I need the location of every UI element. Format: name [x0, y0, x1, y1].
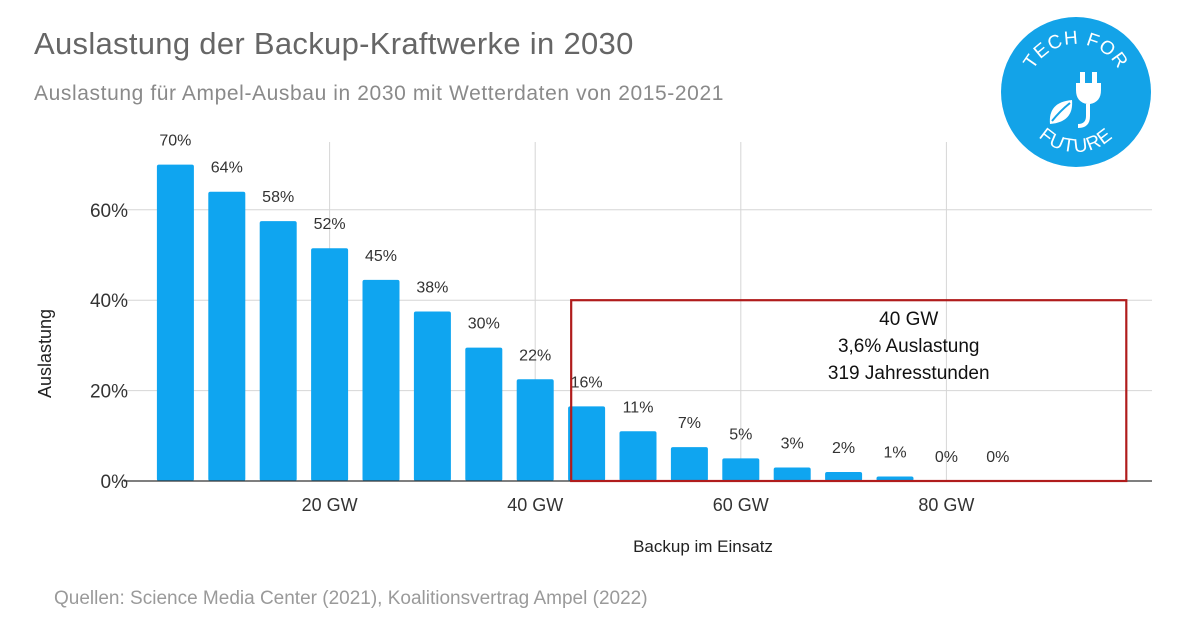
data-label-12: 3%: [781, 435, 804, 452]
data-label-13: 2%: [832, 440, 855, 457]
data-label-14: 1%: [883, 444, 906, 461]
data-label-8: 16%: [571, 374, 603, 391]
y-tick-label-0: 0%: [101, 472, 129, 493]
data-label-10: 7%: [678, 415, 701, 432]
bar-6: [465, 347, 503, 481]
data-label-6: 30%: [468, 316, 500, 333]
y-tick-label-3: 60%: [90, 201, 128, 222]
bar-4: [362, 279, 400, 481]
data-label-9: 11%: [623, 399, 654, 416]
data-label-4: 45%: [365, 248, 397, 265]
y-axis-title: Auslastung: [35, 309, 55, 398]
annotation-box: [570, 299, 1128, 483]
data-label-1: 64%: [211, 160, 243, 177]
bar-9: [619, 431, 657, 481]
y-tick-label-1: 20%: [90, 382, 128, 403]
source-note: Quellen: Science Media Center (2021), Ko…: [54, 588, 648, 609]
logo-circle: [1001, 17, 1151, 167]
x-tick-label-2: 60 GW: [713, 495, 769, 515]
data-label-11: 5%: [729, 426, 752, 443]
x-axis-title: Backup im Einsatz: [633, 537, 773, 556]
plug-icon: [1076, 72, 1101, 128]
data-label-7: 22%: [519, 347, 551, 364]
bar-5: [413, 311, 451, 481]
bar-3: [311, 248, 349, 481]
chart-title: Auslastung der Backup-Kraftwerke in 2030: [34, 26, 634, 61]
tech-for-future-logo: TECH FOR FUTURE: [1001, 17, 1151, 167]
x-tick-label-1: 40 GW: [507, 495, 563, 515]
bar-8: [568, 406, 606, 481]
annotation-line-2: 319 Jahresstunden: [828, 363, 990, 384]
x-tick-label-0: 20 GW: [302, 495, 358, 515]
bar-12: [773, 467, 811, 481]
bar-1: [208, 191, 246, 481]
data-label-3: 52%: [314, 216, 346, 233]
data-label-0: 70%: [159, 133, 191, 150]
bar-11: [722, 458, 760, 481]
x-tick-label-3: 80 GW: [918, 495, 974, 515]
data-label-16: 0%: [986, 449, 1009, 466]
y-tick-label-2: 40%: [90, 291, 128, 312]
annotation-line-1: 3,6% Auslastung: [838, 336, 980, 357]
chart-subtitle: Auslastung für Ampel-Ausbau in 2030 mit …: [34, 82, 725, 105]
bar-10: [670, 447, 708, 481]
data-label-15: 0%: [935, 449, 958, 466]
bar-2: [259, 221, 297, 481]
data-label-5: 38%: [416, 280, 448, 297]
data-label-2: 58%: [262, 189, 294, 206]
bar-7: [516, 379, 554, 481]
bar-13: [825, 471, 863, 481]
bar-0: [156, 164, 194, 481]
bar-14: [876, 476, 914, 481]
annotation-line-0: 40 GW: [879, 309, 938, 330]
